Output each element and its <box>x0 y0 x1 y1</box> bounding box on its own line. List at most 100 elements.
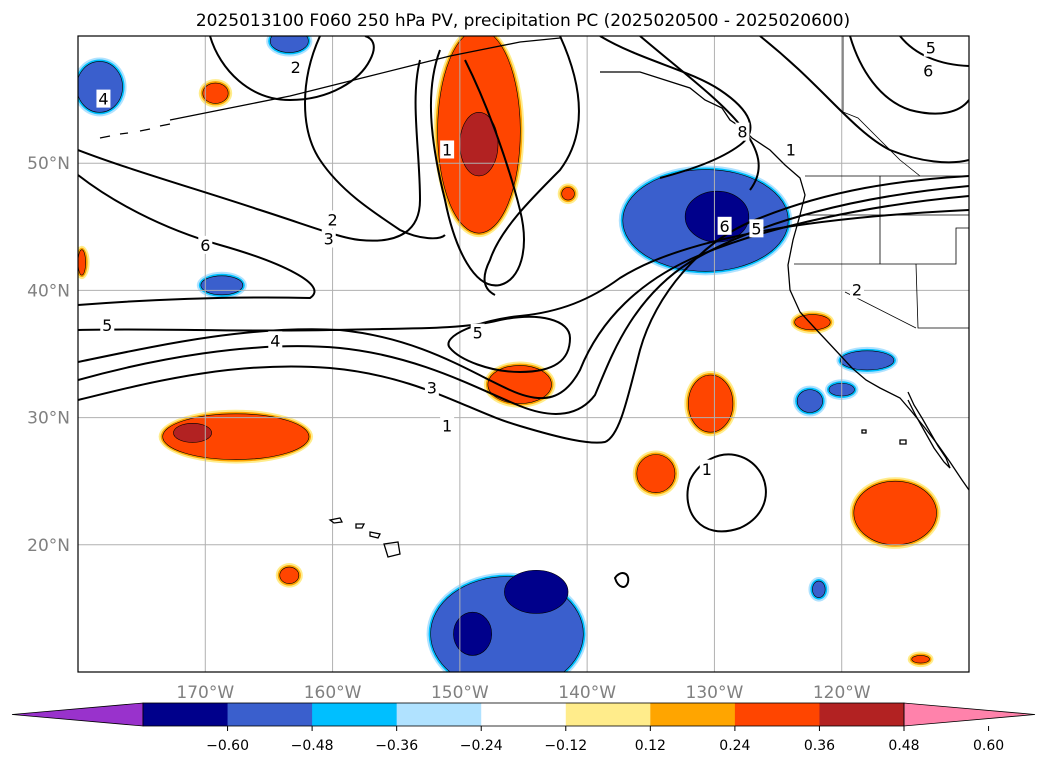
colorbar-tick-label: 0.48 <box>888 738 919 754</box>
map-frame <box>77 35 970 673</box>
contour-label-bg <box>783 140 798 159</box>
contour-label-bg <box>717 216 732 235</box>
pv-contour-northwest-loop <box>209 36 375 102</box>
colorbar-segment <box>227 703 313 726</box>
contour-label-bg <box>749 219 764 238</box>
colorbar-tick-label: 0.12 <box>635 738 666 754</box>
colorbar-extend-max <box>903 702 1036 727</box>
pv-contour-label: 3 <box>427 378 437 397</box>
channel-islands <box>861 429 907 445</box>
pv-contour-label: 6 <box>200 236 210 255</box>
colorbar-segment <box>143 703 229 726</box>
pv-contour-northeast-3 <box>759 36 969 164</box>
lon-tick-label: 150°W <box>431 683 489 703</box>
contour-label-bg <box>440 416 455 435</box>
pv-contour-northeast-5 <box>899 36 969 67</box>
colorbar-segment <box>481 703 567 726</box>
pv-contour-4 <box>78 209 969 374</box>
pv-contour-trough-1 <box>429 49 525 287</box>
pv-contour-label: 5 <box>102 316 112 335</box>
contour-label-bg <box>921 61 936 80</box>
latitude-tick-labels: 20°N 30°N 40°N 50°N <box>27 154 70 556</box>
lon-tick-label: 140°W <box>558 683 616 703</box>
colorbar: −0.60 −0.48 −0.36 −0.24 −0.12 0.12 0.24 0.36 0.4… <box>11 702 1036 754</box>
precip-region <box>688 374 734 433</box>
lon-tick-label: 160°W <box>304 683 362 703</box>
precip-region <box>561 187 575 201</box>
pv-contour-label: 2 <box>291 58 301 77</box>
contour-label-bg <box>470 323 485 342</box>
pv-contour-label: 5 <box>926 39 936 58</box>
contour-label-bg <box>321 229 336 248</box>
colorbar-segment <box>396 703 482 726</box>
precip-region <box>794 314 831 331</box>
pv-contour-label: 8 <box>737 123 747 142</box>
baja-california-coastline <box>907 391 951 469</box>
lon-tick-label: 170°W <box>176 683 234 703</box>
precip-region <box>796 389 823 413</box>
colorbar-tick-label: −0.36 <box>375 738 418 754</box>
colorbar-segment <box>565 703 651 726</box>
pv-contour-northeast-4 <box>849 36 969 115</box>
lat-tick-label: 20°N <box>27 536 70 556</box>
pv-contour-small-loop <box>613 572 630 588</box>
hawaii-islands <box>328 517 401 558</box>
pv-contour-northeast-2 <box>639 36 760 191</box>
pv-contour-label: 1 <box>442 417 452 436</box>
lon-tick-label: 130°W <box>686 683 744 703</box>
colorbar-segment <box>312 703 398 726</box>
pv-contour-label: 5 <box>751 219 761 238</box>
map-title: 2025013100 F060 250 hPa PV, precipitatio… <box>196 11 850 31</box>
lon-tick-label: 120°W <box>813 683 871 703</box>
pv-contour-ridge-mid <box>483 36 580 296</box>
north-america-coastline <box>600 71 969 491</box>
precip-region <box>812 580 826 598</box>
alaska-coastline <box>169 37 561 121</box>
pv-contour-ridge-north <box>304 36 446 240</box>
precip-region <box>853 480 937 546</box>
precip-region <box>173 423 212 443</box>
longitude-tick-labels: 170°W 160°W 150°W 140°W 130°W 120°W <box>176 683 870 703</box>
colorbar-tick-label: 0.24 <box>719 738 750 754</box>
precip-region <box>200 275 244 296</box>
precip-region <box>279 566 300 584</box>
colorbar-tick-label: −0.24 <box>460 738 503 754</box>
contour-label-bg <box>100 316 115 335</box>
contour-label-bg <box>849 280 864 299</box>
colorbar-segment <box>734 703 820 726</box>
colorbar-tick-label: −0.60 <box>206 738 249 754</box>
contour-label-bg <box>440 140 455 159</box>
precip-region <box>78 249 86 276</box>
lat-tick-label: 50°N <box>27 154 70 174</box>
coastlines <box>99 37 969 558</box>
pv-contour-label: 6 <box>923 62 933 81</box>
contour-label-bg <box>96 89 111 108</box>
contour-label-bg <box>424 378 439 397</box>
colorbar-tick-label: 0.36 <box>804 738 835 754</box>
precipitation-pc-layer <box>78 36 941 672</box>
precip-region <box>453 611 492 656</box>
pv-contour-label: 1 <box>702 460 712 479</box>
pv-contour-label: 5 <box>473 324 483 343</box>
pv-contour-label: 1 <box>786 140 796 159</box>
contour-label-bg <box>735 122 750 141</box>
precip-region <box>684 190 750 243</box>
pv-contour-northeast-1 <box>599 36 752 179</box>
precip-region <box>487 365 552 404</box>
precip-region <box>269 36 309 53</box>
pv-contour-1-south <box>78 175 969 444</box>
colorbar-extend-min <box>11 702 144 727</box>
contour-label-bg <box>198 235 213 254</box>
pv-contour-label: 6 <box>720 217 730 236</box>
colorbar-tick-label: −0.12 <box>544 738 587 754</box>
lat-tick-label: 30°N <box>27 409 70 429</box>
contour-label-bg <box>268 331 283 350</box>
pv-contour-label: 2 <box>852 280 862 299</box>
precip-region <box>504 569 569 614</box>
pv-contour-label: 3 <box>324 230 334 249</box>
contour-label-bg <box>288 57 303 76</box>
colorbar-segment <box>650 703 736 726</box>
alaska-canada-border <box>842 36 921 177</box>
